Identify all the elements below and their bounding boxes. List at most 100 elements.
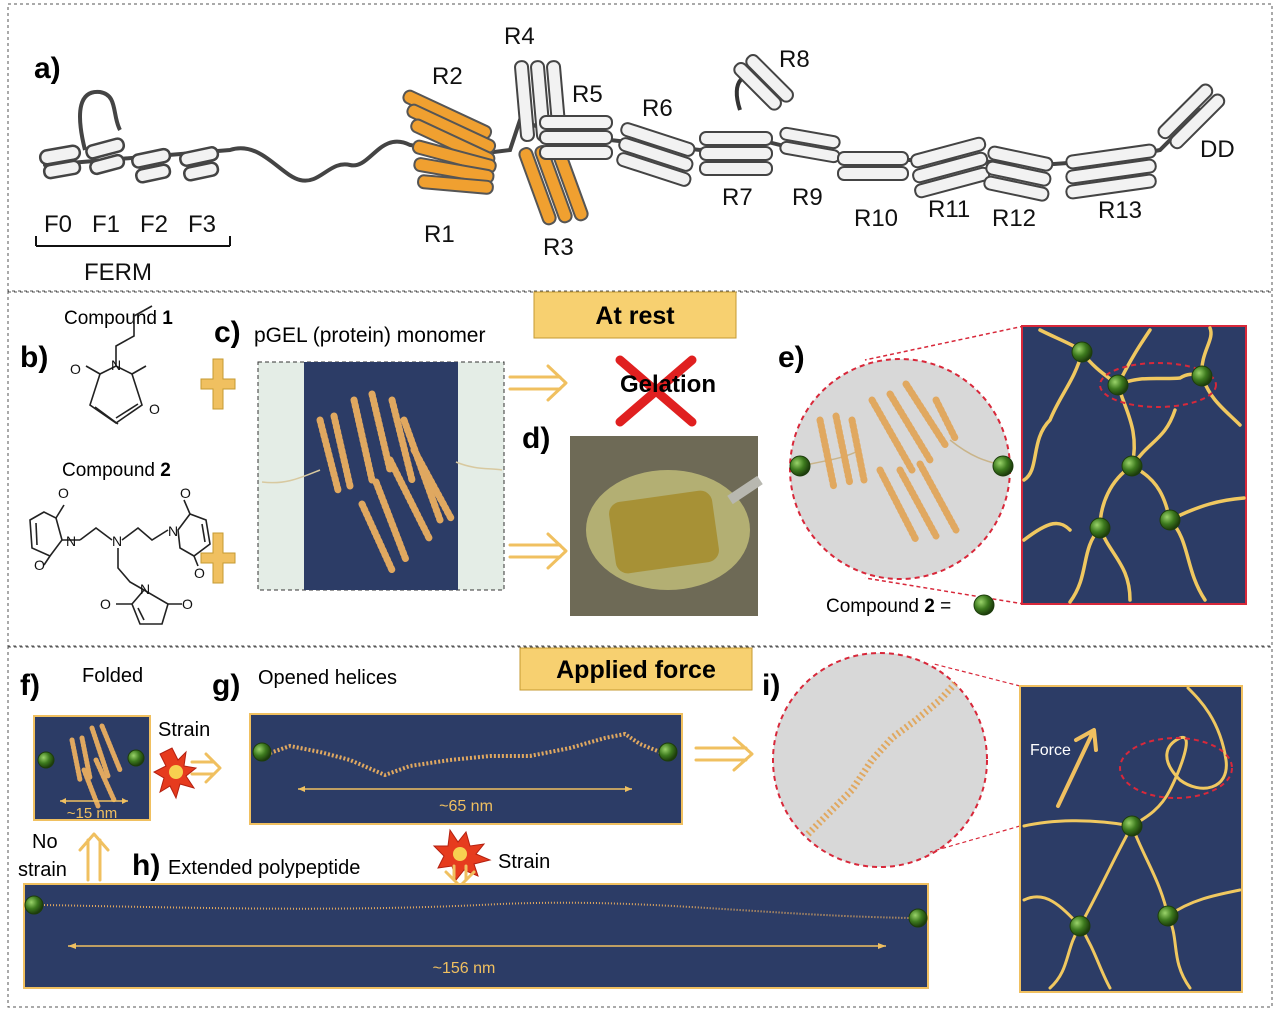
r3-helix: [518, 147, 557, 226]
atom-n: N: [140, 581, 150, 597]
stretched-protein: [805, 673, 965, 837]
label-r9: R9: [792, 184, 823, 211]
panel-label-c: c): [214, 316, 241, 349]
ferm-bracket: [35, 236, 231, 247]
opened-panel: [249, 713, 683, 825]
crosslinker-bead: [1107, 374, 1129, 396]
crosslinker-bead: [1121, 815, 1143, 837]
r7-helix: [699, 161, 773, 176]
applied-force-label: Applied force: [556, 656, 716, 684]
ferm-f2-bundle: [131, 147, 172, 169]
no-gelation: Gelation: [615, 355, 716, 427]
crosslinker-bead: [908, 908, 928, 928]
crosslinker-bead: [1121, 455, 1143, 477]
ferm-f3-bundle: [179, 146, 220, 167]
compound1-structure: [85, 305, 153, 425]
strained-network-panel: [1019, 685, 1243, 993]
panel-label-h: h): [132, 849, 160, 882]
label-f2: F2: [140, 211, 168, 238]
panel-label-e: e): [778, 341, 805, 374]
crosslinker-bead: [252, 742, 272, 762]
label-dd: DD: [1200, 136, 1235, 163]
no-strain-label-2: strain: [18, 859, 67, 881]
gelation-label: Gelation: [620, 371, 716, 398]
r11-helix: [910, 136, 987, 169]
crosslinker-bead: [1071, 341, 1093, 363]
highlight-ellipse: [1099, 362, 1217, 408]
ferm-f2-bundle: [134, 163, 172, 184]
atom-o: O: [180, 485, 191, 501]
no-strain-arrow: [78, 832, 110, 882]
monomer-tails: [261, 461, 503, 484]
crosslinker-bead: [1191, 365, 1213, 387]
label-r12: R12: [992, 205, 1036, 232]
extended-panel: [23, 883, 929, 989]
atom-n: N: [168, 523, 178, 539]
atom-o: O: [70, 361, 81, 377]
r7-helix: [699, 131, 773, 146]
panel-label-a: a): [34, 52, 61, 85]
r5-helix: [539, 130, 613, 145]
folded-label: Folded: [82, 665, 143, 687]
r8-helix: [733, 62, 782, 111]
crosslinker-bead: [127, 749, 145, 767]
stretch-highlight-ellipse: [1119, 737, 1233, 799]
opened-label: Opened helices: [258, 667, 397, 689]
crosslinker-bead: [789, 455, 811, 477]
strain-burst-core: [169, 765, 183, 779]
atom-n: N: [111, 357, 121, 373]
r8-helix: [745, 54, 794, 103]
monomer-helices: [316, 390, 456, 574]
crosslinker-bead: [1089, 517, 1111, 539]
atom-o: O: [34, 557, 45, 573]
strained-network-beads: [1069, 815, 1179, 937]
r5-helix: [539, 145, 613, 160]
r12-helix: [987, 145, 1054, 172]
strain-burst-core: [453, 847, 467, 861]
arrow-to-gel-photo: [508, 532, 568, 570]
arrow-f-to-g: [190, 752, 222, 784]
panel-label-d: d): [522, 422, 550, 455]
label-f3: F3: [188, 211, 216, 238]
panel-c-title: pGEL (protein) monomer: [254, 324, 485, 347]
crosslinker-bead: [37, 751, 55, 769]
r4-helix: [514, 60, 535, 142]
label-r3: R3: [543, 234, 574, 261]
compound1-label: Compound 1: [64, 308, 173, 329]
r6-helix: [616, 152, 692, 187]
label-r8: R8: [779, 46, 810, 73]
zoom-lines-i: [929, 663, 1021, 853]
crosslinker-bead: [1069, 915, 1091, 937]
at-rest-label: At rest: [595, 302, 675, 330]
r5-helix: [539, 115, 613, 130]
compound2-label: Compound 2: [62, 460, 171, 481]
atom-o: O: [182, 596, 193, 612]
zoom-lines-e: [864, 325, 1025, 605]
label-r13: R13: [1098, 197, 1142, 224]
r3-helix: [534, 145, 573, 224]
extended-length-label: ~156 nm: [433, 960, 496, 977]
at-rest-banner: [533, 291, 737, 339]
dd-helix: [1157, 83, 1214, 140]
force-arrow-icon: [1056, 728, 1098, 808]
label-r4: R4: [504, 23, 535, 50]
label-f1: F1: [92, 211, 120, 238]
crosslinker-bead: [658, 742, 678, 762]
r10-helix: [837, 166, 909, 181]
atom-o: O: [100, 596, 111, 612]
dd-helix: [1169, 93, 1226, 150]
panel-label-i: i): [762, 669, 780, 702]
monomer-panel: [304, 362, 458, 590]
folded-length-label: ~15 nm: [67, 805, 117, 822]
strain-label-2: Strain: [498, 851, 550, 873]
ferm-f1-bundle: [85, 137, 126, 160]
panel-label-b: b): [20, 341, 48, 374]
compound2-structure: [29, 499, 211, 625]
label-ferm: FERM: [84, 259, 152, 286]
plus-icon: [200, 358, 236, 410]
spatula: [727, 475, 763, 505]
arrow-g-to-i: [694, 736, 754, 772]
ferm-loop: [78, 89, 122, 151]
no-strain-label-1: No: [32, 831, 58, 853]
